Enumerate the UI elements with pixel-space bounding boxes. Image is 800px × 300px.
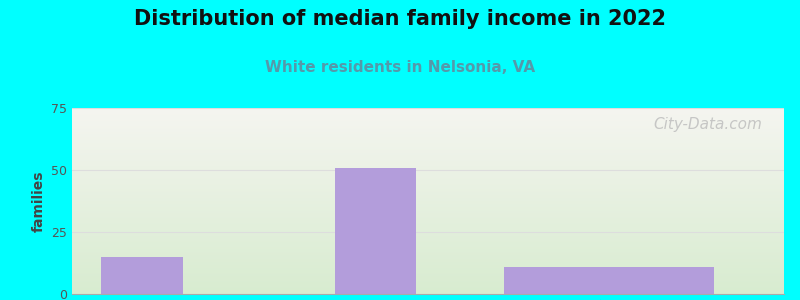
Text: White residents in Nelsonia, VA: White residents in Nelsonia, VA xyxy=(265,60,535,75)
Y-axis label: families: families xyxy=(31,170,46,232)
Bar xyxy=(101,257,183,294)
Bar xyxy=(504,267,714,294)
Text: City-Data.com: City-Data.com xyxy=(654,117,762,132)
Bar xyxy=(334,167,416,294)
Text: Distribution of median family income in 2022: Distribution of median family income in … xyxy=(134,9,666,29)
